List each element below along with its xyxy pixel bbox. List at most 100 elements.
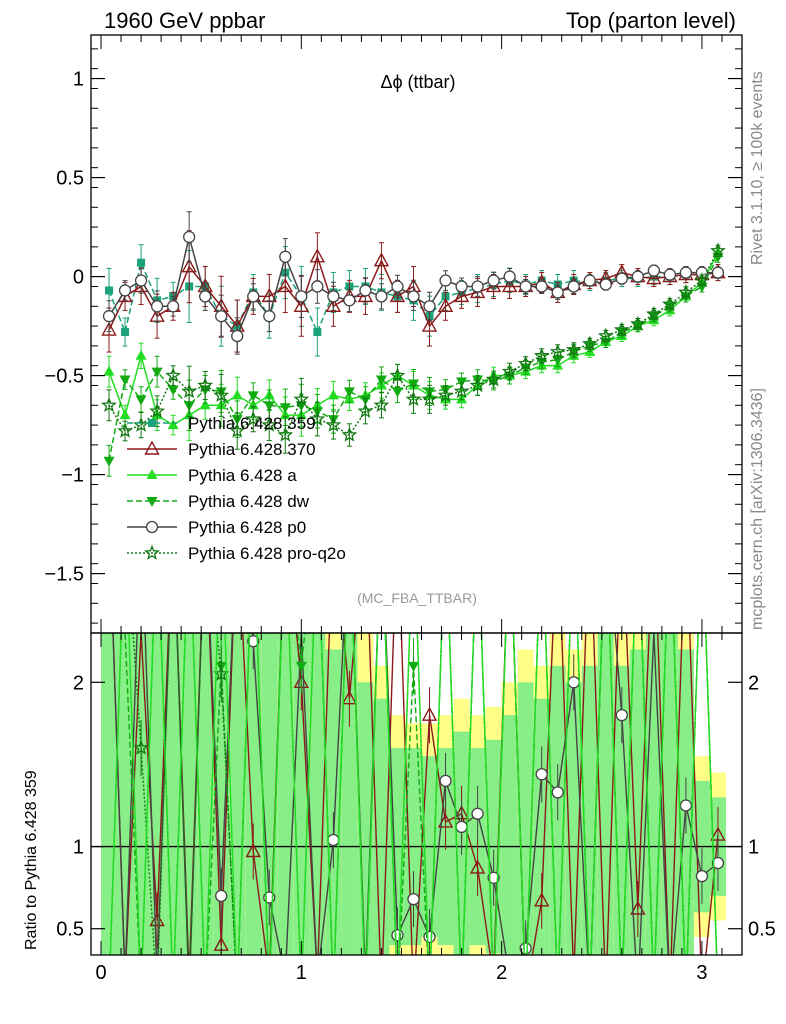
ratio-inner-band (533, 698, 550, 955)
legend-pythia-6-428-359-label: Pythia 6.428 359 (188, 414, 316, 433)
ratio-pythia-6-428-p0 (112, 633, 725, 955)
main-pythia-6-428-p0-point (199, 290, 212, 303)
ratio-pythia-6-428-p0-point (487, 871, 500, 884)
ratio-ytick-label: 0.5 (56, 919, 84, 941)
main-pythia-6-428-a-point (167, 419, 179, 430)
header-left: 1960 GeV ppbar (104, 8, 265, 33)
main-pythia-6-428-a-point (327, 389, 339, 400)
legend-pythia-6-428-a: Pythia 6.428 a (127, 466, 297, 485)
main-pythia-6-428-dw-point (552, 355, 564, 366)
main-pythia-6-428-p0-point (118, 284, 132, 297)
main-pythia-6-428-pro-q2o-point (229, 422, 246, 438)
ratio-pythia-6-428-p0-point (423, 930, 436, 944)
legend-pythia-6-428-pro-q2o-marker (144, 544, 160, 560)
legend-pythia-6-428-p0: Pythia 6.428 p0 (127, 518, 306, 537)
main-pythia-6-428-pro-q2o-point (533, 347, 550, 363)
main-pythia-6-428-370-point (373, 252, 390, 267)
main-pythia-6-428-pro-q2o-point (469, 377, 486, 393)
main-pythia-6-428-pro-q2o-point (501, 363, 518, 379)
main-pythia-6-428-a-point (135, 349, 147, 360)
ratio-pythia-6-428-370-point (341, 690, 358, 705)
main-pythia-6-428-p0-point (166, 300, 180, 313)
main-pythia-6-428-370-point (421, 317, 438, 332)
main-pythia-6-428-p0-point (279, 250, 292, 263)
main-pythia-6-428-dw-point (456, 377, 468, 388)
main-pythia-6-428-pro-q2o-point (117, 422, 133, 438)
main-pythia-6-428-p0-point (599, 278, 612, 291)
header-right: Top (parton level) (566, 8, 736, 33)
main-pythia-6-428-pro-q2o-point (325, 416, 342, 432)
main-pythia-6-428-p0-point (711, 266, 725, 279)
main-pythia-6-428-p0-point (679, 266, 693, 279)
main-pythia-6-428-p0-point (455, 280, 468, 293)
main-pythia-6-428-pro-q2o-point (357, 402, 374, 418)
main-pythia-6-428-p0-point (150, 300, 164, 313)
ratio-pythia-6-428-p0-point (567, 676, 580, 689)
ratio-ylabel: Ratio to Pythia 6.428 359 (23, 770, 40, 950)
main-pythia-6-428-pro-q2o-point (213, 387, 230, 403)
main-pythia-6-428-p0-point (647, 264, 661, 277)
main-pythia-6-428-pro-q2o-point (613, 321, 630, 337)
main-pythia-6-428-p0 (102, 211, 725, 355)
ratio-pythia-6-428-p0-point (679, 799, 693, 812)
main-pythia-6-428-dw-point (263, 401, 275, 412)
main-ytick-label: 1 (73, 69, 84, 91)
main-pythia-6-428-dw-point (167, 385, 179, 396)
legend-pythia-6-428-359-marker (148, 419, 156, 427)
main-pythia-6-428-pro-q2o-point (165, 367, 182, 383)
x-tick-label: 3 (696, 962, 707, 984)
legend-pythia-6-428-370-label: Pythia 6.428 370 (188, 440, 316, 459)
main-pythia-6-428-359-point (313, 328, 322, 337)
ratio-inner-band (629, 649, 646, 955)
main-pythia-6-428-p0-point (359, 284, 372, 297)
main-ytick-label: −0.5 (45, 366, 84, 388)
main-pythia-6-428-370-point (325, 297, 342, 312)
ratio-pythia-6-428-p0-point (215, 889, 228, 903)
ratio-pythia-6-428-p0-point (391, 929, 404, 942)
main-pythia-6-428-p0-point (519, 280, 532, 293)
ratio-pythia-6-428-370-point (421, 706, 438, 721)
x-tick-label: 2 (496, 962, 507, 984)
main-pythia-6-428-dw-point (151, 367, 163, 378)
ratio-pythia-6-428-dw-point (407, 661, 419, 672)
legend-pythia-6-428-370-marker (144, 440, 160, 455)
chart-title: Δϕ (ttbar) (380, 72, 455, 92)
main-pythia-6-428-pro-q2o-point (245, 410, 262, 426)
main-pythia-6-428-pro-q2o-point (405, 390, 422, 407)
main-pythia-6-428-370-point (389, 287, 406, 303)
main-pythia-6-428-p0-point (183, 230, 196, 244)
legend-pythia-6-428-p0-label: Pythia 6.428 p0 (188, 518, 306, 537)
main-pythia-6-428-dw-point (279, 403, 291, 414)
main-pythia-6-428-p0-point (439, 274, 452, 287)
main-pythia-6-428-p0-point (215, 310, 228, 323)
main-pythia-6-428-pro-q2o-point (549, 343, 566, 359)
main-pythia-6-428-pro-q2o-point (101, 397, 117, 412)
main-pythia-6-428-p0-point (423, 300, 436, 313)
main-pythia-6-428-pro-q2o-point (437, 387, 454, 403)
main-pythia-6-428-pro-q2o-point (341, 426, 358, 442)
ratio-ytick-label-right: 2 (748, 672, 759, 694)
main-pythia-6-428-359-point (105, 286, 114, 295)
main-pythia-6-428-p0-point (407, 290, 420, 303)
main-pythia-6-428-370-point (309, 248, 326, 263)
main-pythia-6-428-370-point (277, 278, 293, 293)
ratio-pythia-6-428-p0-point (615, 708, 628, 722)
main-pythia-6-428-pro-q2o-point (565, 341, 582, 357)
main-pythia-6-428-p0-point (663, 268, 677, 281)
main-pythia-6-428-dw-point (343, 387, 355, 398)
main-pythia-6-428-p0-point (327, 290, 340, 303)
main-pythia-6-428-pro-q2o-point (710, 242, 726, 258)
main-pythia-6-428-370-point (501, 278, 518, 293)
main-pythia-6-428-p0-point (583, 274, 596, 287)
legend-pythia-6-428-dw: Pythia 6.428 dw (127, 492, 310, 511)
ratio-pythia-6-428-p0-point (407, 892, 420, 906)
main-pythia-6-428-p0-point (134, 274, 148, 287)
legend-pythia-6-428-a-label: Pythia 6.428 a (188, 466, 297, 485)
main-pythia-6-428-dw-point (391, 387, 403, 398)
ratio-inner-band (309, 633, 326, 955)
ratio-pythia-6-428-p0-point (247, 635, 260, 648)
legend-pythia-6-428-pro-q2o: Pythia 6.428 pro-q2o (127, 544, 346, 563)
ratio-ytick-label: 1 (73, 837, 84, 859)
main-pythia-6-428-pro-q2o-point (517, 355, 534, 371)
main-pythia-6-428-a-point (119, 409, 131, 420)
